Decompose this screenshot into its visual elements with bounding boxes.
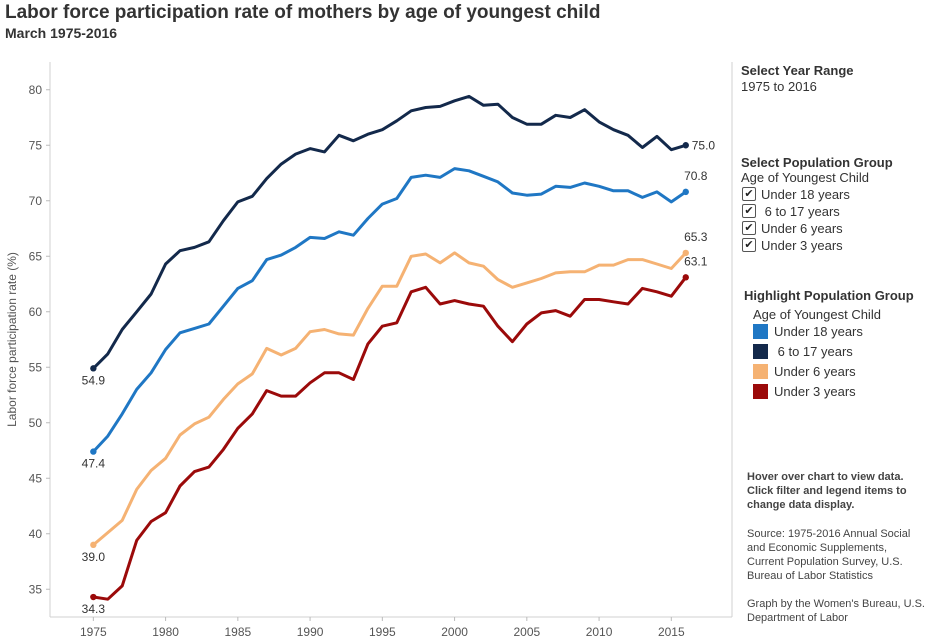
series-start-point: [90, 365, 97, 372]
legend-label: Under 3 years: [774, 383, 856, 399]
instructions-note: Hover over chart to view data. Click fil…: [747, 471, 907, 511]
y-tick-label: 65: [29, 249, 43, 263]
series-start-label: 39.0: [82, 550, 106, 564]
series-end-label: 63.1: [684, 254, 708, 268]
chart-title: Labor force participation rate of mother…: [5, 2, 601, 23]
legend-label: Under 6 years: [774, 363, 856, 379]
series-end-point: [682, 249, 689, 257]
y-tick-label: 75: [29, 138, 43, 152]
checkbox-icon[interactable]: ✔: [742, 187, 756, 201]
series-start-label: 47.4: [82, 457, 106, 471]
population-filter-subheading: Age of Youngest Child: [741, 170, 869, 185]
y-tick-label: 55: [29, 360, 43, 374]
series-end-label: 75.0: [692, 138, 716, 152]
series-end-point: [682, 142, 689, 149]
filter-checkbox-6-to-17[interactable]: ✔ 6 to 17 years: [742, 203, 840, 219]
source-note: Source: 1975-2016 Annual Social and Econ…: [747, 528, 911, 582]
filter-checkbox-under-3[interactable]: ✔ Under 3 years: [742, 237, 843, 253]
legend-swatch: [753, 323, 768, 339]
series-line[interactable]: [91, 94, 688, 370]
checkbox-icon[interactable]: ✔: [742, 204, 756, 218]
x-tick-label: 1975: [80, 625, 107, 639]
legend-item-under-6[interactable]: Under 6 years: [753, 363, 856, 379]
filter-label: Under 6 years: [761, 220, 843, 236]
filter-checkbox-under-18[interactable]: ✔ Under 18 years: [742, 186, 850, 202]
series-start-point: [90, 448, 97, 455]
y-tick-label: 80: [29, 83, 43, 97]
filter-label: Under 18 years: [761, 186, 850, 202]
legend-swatch: [753, 343, 768, 359]
x-tick-label: 2015: [658, 625, 685, 639]
legend-item-under-3[interactable]: Under 3 years: [753, 383, 856, 399]
legend-label: 6 to 17 years: [774, 343, 853, 359]
series-end-label: 65.3: [684, 230, 708, 244]
series-end-point: [682, 274, 689, 281]
y-axis-title: Labor force participation rate (%): [5, 252, 19, 427]
legend-swatch: [753, 383, 768, 399]
filter-label: Under 3 years: [761, 237, 843, 253]
legend-item-6-to-17[interactable]: 6 to 17 years: [753, 343, 853, 359]
checkbox-icon[interactable]: ✔: [742, 238, 756, 252]
legend-item-under-18[interactable]: Under 18 years: [753, 323, 863, 339]
year-range-value[interactable]: 1975 to 2016: [741, 79, 817, 94]
year-range-heading: Select Year Range: [741, 63, 854, 78]
series-line[interactable]: [91, 167, 688, 454]
series-line[interactable]: [91, 275, 688, 601]
y-tick-label: 40: [29, 527, 43, 541]
x-tick-label: 2010: [586, 625, 613, 639]
x-tick-label: 1985: [224, 625, 251, 639]
series-start-point: [90, 593, 97, 601]
y-tick-label: 70: [29, 194, 43, 208]
x-tick-label: 1995: [369, 625, 396, 639]
legend-heading: Highlight Population Group: [744, 288, 914, 303]
chart-subtitle: March 1975-2016: [5, 25, 118, 41]
x-tick-label: 2005: [513, 625, 540, 639]
legend-subheading: Age of Youngest Child: [753, 307, 881, 322]
filter-checkbox-under-6[interactable]: ✔ Under 6 years: [742, 220, 843, 236]
series-start-label: 34.3: [82, 602, 106, 616]
y-tick-label: 60: [29, 305, 43, 319]
credit-note: Graph by the Women's Bureau, U.S. Depart…: [747, 598, 925, 624]
y-tick-label: 50: [29, 416, 43, 430]
series-end-label: 70.8: [684, 169, 708, 183]
series-start-point: [90, 541, 97, 549]
population-filter-heading: Select Population Group: [741, 155, 893, 170]
line-chart[interactable]: 35 40 45 50 55 60 65 70 75 80 1975 1980 1985 1990 1995…: [0, 0, 736, 644]
legend-swatch: [753, 363, 768, 379]
series-end-point: [682, 188, 689, 196]
y-tick-label: 45: [29, 471, 43, 485]
x-tick-label: 2000: [441, 625, 468, 639]
legend-label: Under 18 years: [774, 323, 863, 339]
filter-label: 6 to 17 years: [761, 203, 840, 219]
y-tick-label: 35: [29, 582, 43, 596]
series-start-label: 54.9: [82, 373, 106, 387]
x-tick-label: 1980: [152, 625, 179, 639]
checkbox-icon[interactable]: ✔: [742, 221, 756, 235]
series-line[interactable]: [91, 251, 688, 547]
x-tick-label: 1990: [297, 625, 324, 639]
